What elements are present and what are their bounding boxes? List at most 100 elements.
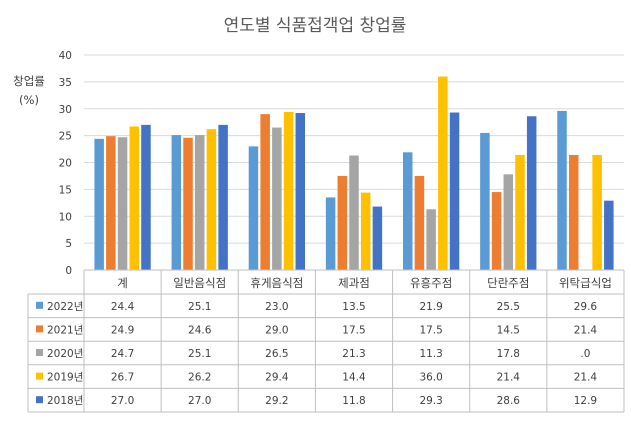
- category-label: 일반음식점: [173, 276, 226, 290]
- table-cell-value: 28.6: [497, 395, 521, 407]
- table-cell-value: 21.9: [419, 301, 442, 313]
- y-axis-ticks: 0 5 10 15 20 25 30 35 40: [59, 50, 72, 277]
- table-cell-value: 11.3: [419, 348, 442, 360]
- category-label: 단란주점: [487, 276, 529, 290]
- bar: [515, 154, 525, 270]
- bar: [283, 111, 294, 270]
- bar: [171, 135, 182, 270]
- bar: [449, 112, 460, 270]
- bar: [426, 209, 436, 270]
- table-cell-value: 24.9: [111, 324, 134, 336]
- category-label: 위탁급식업: [559, 276, 612, 290]
- table-cell-value: 13.5: [342, 301, 365, 313]
- table-cell-value: 24.6: [188, 324, 212, 336]
- table-cell-value: 26.5: [265, 348, 288, 360]
- table-cell-value: 12.9: [574, 395, 597, 407]
- bar: [568, 154, 579, 270]
- bar: [592, 154, 602, 270]
- y-tick-label: 30: [59, 104, 72, 116]
- table-cell-value: 29.0: [265, 324, 288, 336]
- bar: [360, 192, 371, 270]
- table-cell-value: 29.6: [574, 301, 598, 313]
- table-cell-value: .0: [580, 348, 590, 360]
- bar: [260, 114, 270, 270]
- table-cell-value: 17.5: [419, 324, 442, 336]
- table-cell-value: 25.1: [188, 301, 211, 313]
- legend-swatch: [36, 396, 43, 404]
- table-cell-value: 14.5: [497, 324, 520, 336]
- y-tick-label: 10: [59, 211, 72, 223]
- y-tick-label: 0: [65, 265, 72, 277]
- table-cell-value: 29.3: [419, 395, 442, 407]
- table-cell-value: 17.5: [342, 324, 365, 336]
- y-tick-label: 40: [59, 50, 72, 62]
- table-cell-value: 17.8: [497, 348, 520, 360]
- legend-label: 2021년: [47, 324, 83, 336]
- bar: [117, 137, 128, 270]
- bar: [557, 110, 567, 271]
- category-label: 유흥주점: [410, 276, 452, 290]
- legend-label: 2022년: [47, 301, 83, 313]
- table-cell-value: 36.0: [419, 372, 442, 384]
- bar: [526, 116, 537, 271]
- bar: [480, 132, 490, 270]
- table-cell-value: 11.8: [342, 395, 365, 407]
- legend-swatch: [36, 301, 43, 309]
- bar: [129, 126, 140, 270]
- table-cell-value: 24.4: [111, 301, 135, 313]
- bar: [94, 138, 104, 270]
- bar: [295, 113, 306, 270]
- category-label: 계: [117, 276, 128, 290]
- y-tick-label: 5: [65, 238, 72, 250]
- bar: [194, 135, 205, 270]
- category-label: 제과점: [338, 276, 370, 290]
- bar: [272, 127, 282, 270]
- bar: [349, 155, 359, 270]
- bar: [503, 174, 514, 270]
- bar: [402, 152, 413, 270]
- chart-title: 연도별 식품접객업 창업률: [224, 16, 407, 36]
- table-cell-value: 21.3: [342, 348, 365, 360]
- category-label: 휴게음식점: [250, 276, 303, 290]
- table-cell-value: 21.4: [497, 372, 521, 384]
- bar: [248, 146, 259, 270]
- table-cell-value: 23.0: [265, 301, 288, 313]
- legend-label: 2020년: [47, 348, 83, 360]
- bar: [491, 192, 502, 270]
- legend-swatch: [36, 349, 43, 356]
- table-cell-value: 27.0: [188, 395, 211, 407]
- bar: [372, 206, 383, 270]
- bar: [337, 175, 348, 270]
- table-cell-value: 21.4: [574, 324, 598, 336]
- y-tick-label: 35: [59, 77, 72, 89]
- table-cell-value: 27.0: [111, 395, 134, 407]
- legend-label: 2019년: [47, 372, 83, 384]
- y-axis-label-line2: (%): [19, 93, 39, 107]
- table-cell-value: 24.7: [111, 348, 134, 360]
- bar: [325, 197, 336, 270]
- bars: [94, 76, 614, 271]
- y-axis-label-line1: 창업률: [13, 74, 45, 88]
- table-cell-value: 29.4: [265, 372, 289, 384]
- table-cell-value: 26.7: [111, 372, 134, 384]
- bar: [604, 200, 614, 270]
- legend-label: 2018년: [47, 395, 83, 407]
- bar: [183, 137, 193, 270]
- legend-swatch: [36, 372, 43, 380]
- y-tick-label: 20: [59, 158, 72, 170]
- bar: [438, 76, 448, 270]
- bar: [414, 175, 425, 270]
- table-cell-value: 21.4: [574, 372, 598, 384]
- legend-swatch: [36, 325, 43, 333]
- table-cell-value: 25.5: [497, 301, 520, 313]
- y-tick-label: 15: [59, 184, 72, 196]
- table-cell-value: 26.2: [188, 372, 211, 384]
- table-cell-value: 25.1: [188, 348, 211, 360]
- bar: [141, 124, 151, 270]
- table-cell-value: 14.4: [342, 372, 366, 384]
- data-table: 계 일반음식점 휴게음식점 제과점 유흥주점 단란주점 위탁급식업 2022년 24.4 25.1…: [27, 269, 625, 413]
- table-cell-value: 29.2: [265, 395, 288, 407]
- bar: [206, 129, 217, 270]
- bar: [106, 136, 116, 270]
